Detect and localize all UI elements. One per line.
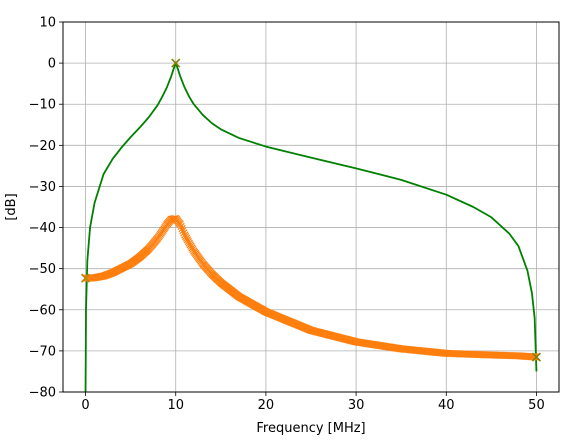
highlight-marker — [171, 58, 181, 68]
x-tick-label: 0 — [81, 398, 89, 413]
y-tick-label: −80 — [29, 386, 56, 401]
series-line-0 — [84, 62, 538, 393]
plot-frame — [62, 21, 560, 393]
y-tick-label: 0 — [48, 57, 56, 72]
cross-marker-path — [81, 214, 541, 361]
x-tick-label: 40 — [438, 398, 455, 413]
grid — [63, 21, 559, 393]
y-tick-label: −40 — [29, 221, 56, 236]
y-axis-label: [dB] — [4, 193, 19, 220]
y-tick-label: −70 — [29, 344, 56, 359]
x-tick-label: 30 — [348, 398, 365, 413]
series-markers-1 — [81, 214, 541, 361]
x-tick-label: 10 — [167, 398, 184, 413]
y-tick-label: −50 — [29, 262, 56, 277]
highlight-marker — [531, 352, 542, 362]
y-tick-label: −20 — [29, 139, 56, 154]
x-tick-label: 20 — [258, 398, 275, 413]
plot-series — [80, 58, 542, 393]
y-tick-label: 10 — [39, 16, 56, 31]
x-axis-label: Frequency [MHz] — [256, 421, 365, 436]
y-tick-label: −60 — [29, 303, 56, 318]
y-tick-label: −10 — [29, 98, 56, 113]
highlight-marker — [80, 273, 91, 283]
x-tick-label: 50 — [528, 398, 545, 413]
y-tick-label: −30 — [29, 180, 56, 195]
axis-ticks: 0 10 20 30 40 50 10 0 −10 −20 −30 −40 −50 −60 −70 −80 — [29, 16, 545, 414]
